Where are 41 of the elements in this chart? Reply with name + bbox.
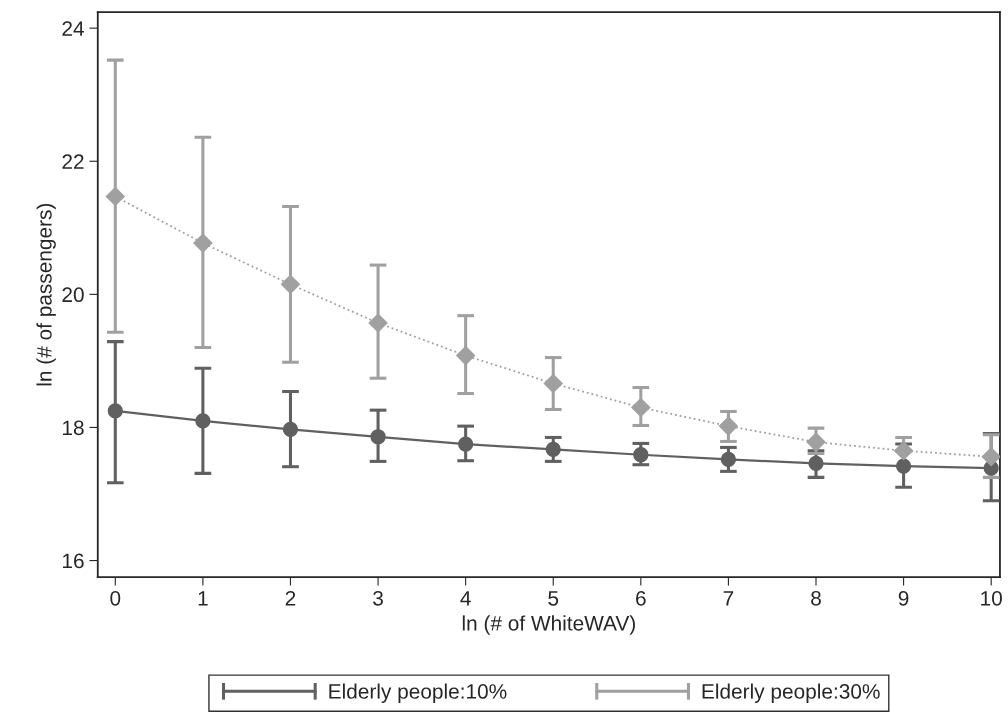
x-tick-label: 0 bbox=[110, 590, 121, 606]
point bbox=[808, 455, 824, 472]
y-tick-label: 24 bbox=[62, 21, 84, 36]
point bbox=[370, 429, 386, 445]
point bbox=[631, 397, 651, 418]
x-tick-label: 9 bbox=[898, 590, 909, 606]
point bbox=[458, 436, 474, 452]
point bbox=[895, 458, 912, 474]
y-tick-label: 22 bbox=[62, 154, 84, 169]
point bbox=[806, 432, 826, 452]
point bbox=[105, 186, 125, 207]
legend-label: Elderly people:10% bbox=[329, 683, 507, 703]
x-tick-label: 5 bbox=[548, 591, 559, 606]
x-tick-label: 3 bbox=[373, 590, 383, 606]
point bbox=[456, 346, 476, 366]
point bbox=[282, 421, 299, 438]
legend-label: Elderly people:30% bbox=[702, 683, 880, 703]
y-axis-title: ln (# of passengers) bbox=[36, 203, 56, 386]
x-tick-label: 7 bbox=[723, 591, 734, 606]
point bbox=[718, 416, 738, 436]
point bbox=[545, 441, 561, 458]
point bbox=[981, 447, 1000, 467]
x-tick-label: 2 bbox=[285, 590, 296, 606]
x-tick-label: 1 bbox=[198, 591, 208, 606]
y-tick-label: 20 bbox=[62, 287, 84, 303]
point bbox=[280, 274, 301, 294]
point bbox=[193, 233, 213, 253]
point bbox=[107, 403, 123, 419]
y-tick-label: 18 bbox=[63, 420, 84, 436]
point bbox=[368, 313, 388, 333]
point bbox=[720, 451, 737, 468]
x-tick-label: 4 bbox=[460, 591, 471, 606]
x-tick-label: 6 bbox=[636, 590, 646, 606]
point bbox=[195, 413, 211, 429]
x-tick-label: 8 bbox=[811, 590, 821, 606]
point bbox=[543, 373, 563, 394]
point bbox=[633, 447, 649, 463]
y-tick-label: 16 bbox=[63, 553, 84, 569]
x-tick-label: 10 bbox=[981, 590, 1002, 606]
x-axis-title: ln (# of WhiteWAV) bbox=[462, 615, 635, 635]
point bbox=[894, 441, 914, 461]
